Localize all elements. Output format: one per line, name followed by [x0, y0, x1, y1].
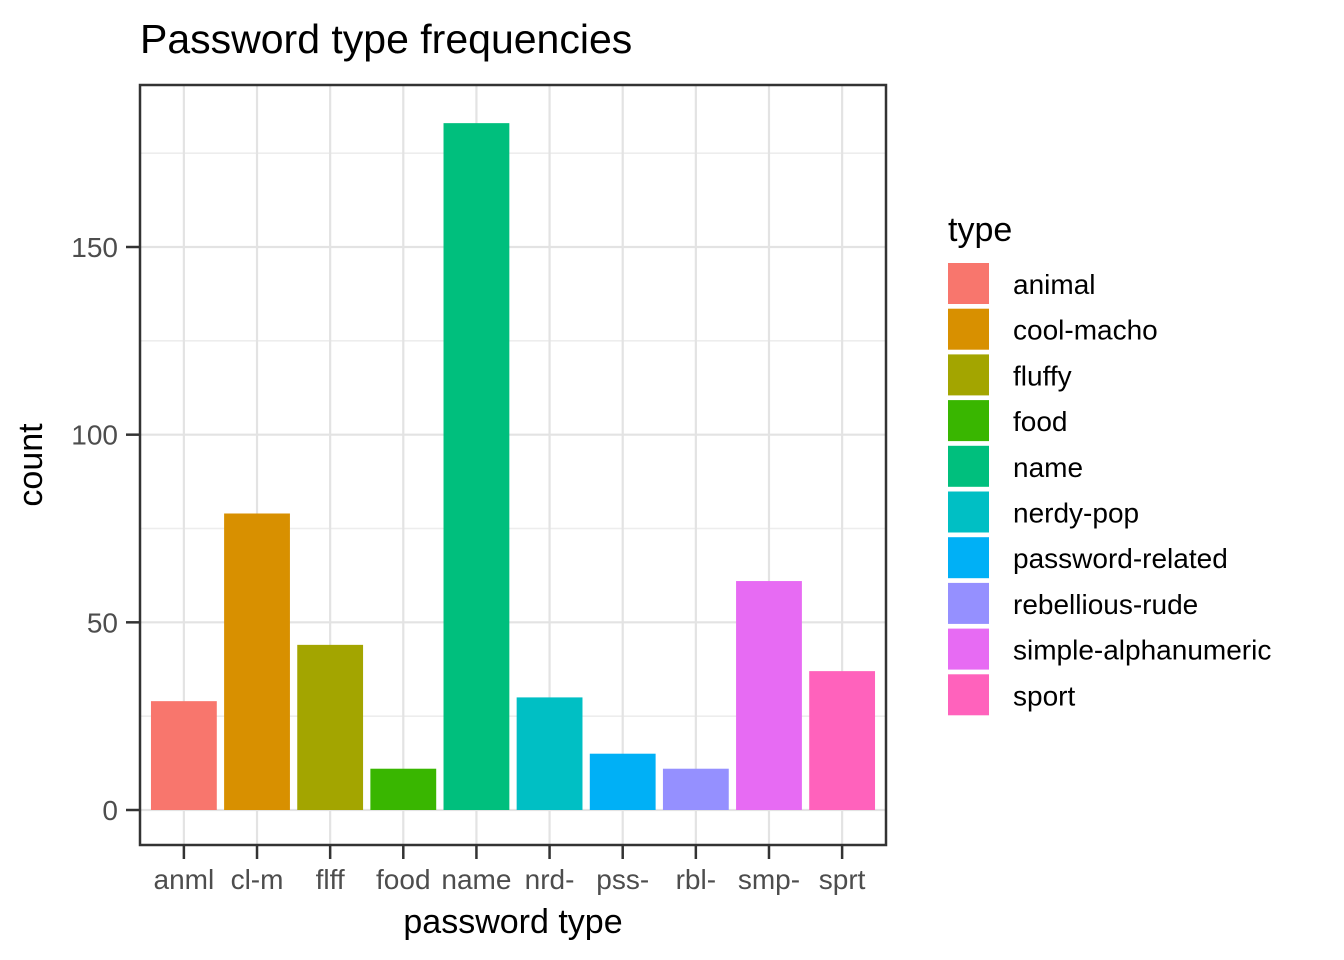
- legend-entry-simple-alphanumeric: simple-alphanumeric: [948, 628, 1271, 670]
- legend-entry-password-related: password-related: [948, 537, 1228, 579]
- legend-label-name: name: [1013, 452, 1083, 483]
- legend-key-name: [948, 445, 989, 487]
- legend-label-cool-macho: cool-macho: [1013, 315, 1158, 346]
- x-tick-label-cl-m: cl-m: [231, 864, 284, 895]
- legend-label-password-related: password-related: [1013, 543, 1228, 574]
- legend-title: type: [948, 211, 1012, 249]
- legend-entry-sport: sport: [948, 674, 1075, 716]
- x-tick-label-rbl-: rbl-: [676, 864, 716, 895]
- legend-key-animal: [948, 263, 989, 304]
- bar-rebellious-rude: [662, 768, 729, 810]
- legend-key-cool-macho: [948, 308, 989, 350]
- bar-sport: [809, 671, 876, 810]
- legend: type animal cool-macho fluffy food name nerdy…: [948, 211, 1271, 716]
- bar-fluffy: [297, 644, 364, 810]
- legend-key-food: [948, 400, 989, 442]
- legend-label-food: food: [1013, 406, 1068, 437]
- bar-nerdy-pop: [516, 697, 583, 810]
- legend-entry-animal: animal: [948, 263, 1095, 304]
- legend-key-rebellious-rude: [948, 582, 989, 624]
- bar-food: [370, 768, 437, 810]
- bar-name: [443, 123, 510, 810]
- bar-animal: [150, 701, 217, 810]
- x-tick-label-food: food: [376, 864, 431, 895]
- legend-entry-food: food: [948, 400, 1068, 442]
- legend-entry-rebellious-rude: rebellious-rude: [948, 582, 1198, 624]
- y-tick-label-100: 100: [71, 420, 118, 451]
- y-tick-label-0: 0: [102, 795, 118, 826]
- legend-entry-nerdy-pop: nerdy-pop: [948, 491, 1139, 533]
- x-tick-label-anml: anml: [154, 864, 215, 895]
- legend-entry-cool-macho: cool-macho: [948, 308, 1158, 350]
- legend-key-sport: [948, 674, 989, 716]
- bar-password-related: [589, 753, 656, 810]
- chart-title: Password type frequencies: [140, 16, 632, 62]
- legend-label-nerdy-pop: nerdy-pop: [1013, 498, 1139, 529]
- y-tick-label-50: 50: [87, 607, 118, 638]
- legend-entry-name: name: [948, 445, 1083, 487]
- legend-label-rebellious-rude: rebellious-rude: [1013, 589, 1198, 620]
- x-tick-labels: anml cl-m flff food name nrd-pss-rbl-smp-sprt: [154, 864, 866, 895]
- x-tick-label-sprt: sprt: [819, 864, 866, 895]
- legend-entries: animal cool-macho fluffy food name nerdy-pop p…: [948, 263, 1271, 716]
- y-tick-label-150: 150: [71, 232, 118, 263]
- legend-entry-fluffy: fluffy: [948, 354, 1072, 396]
- panel-border: [138, 83, 888, 847]
- legend-label-fluffy: fluffy: [1013, 360, 1072, 391]
- legend-key-password-related: [948, 537, 989, 579]
- x-tick-label-nrd-: nrd-: [525, 864, 575, 895]
- x-tick-label-flff: flff: [316, 864, 345, 895]
- bar-simple-alphanumeric: [736, 581, 802, 810]
- x-tick-label-smp-: smp-: [738, 864, 800, 895]
- legend-key-fluffy: [948, 354, 989, 396]
- legend-key-simple-alphanumeric: [948, 628, 989, 670]
- y-axis-title: count: [12, 423, 50, 507]
- bar-cool-macho: [224, 513, 290, 810]
- legend-label-simple-alphanumeric: simple-alphanumeric: [1013, 635, 1271, 666]
- x-tick-label-pss-: pss-: [596, 864, 649, 895]
- legend-label-animal: animal: [1013, 269, 1095, 300]
- x-tick-label-name: name: [441, 864, 511, 895]
- y-tick-labels: 0 50 100 150: [71, 232, 118, 826]
- legend-label-sport: sport: [1013, 680, 1075, 711]
- bars: [150, 123, 876, 810]
- x-axis-title: password type: [403, 903, 622, 941]
- legend-key-nerdy-pop: [948, 491, 989, 533]
- axis-ticks: [126, 245, 844, 859]
